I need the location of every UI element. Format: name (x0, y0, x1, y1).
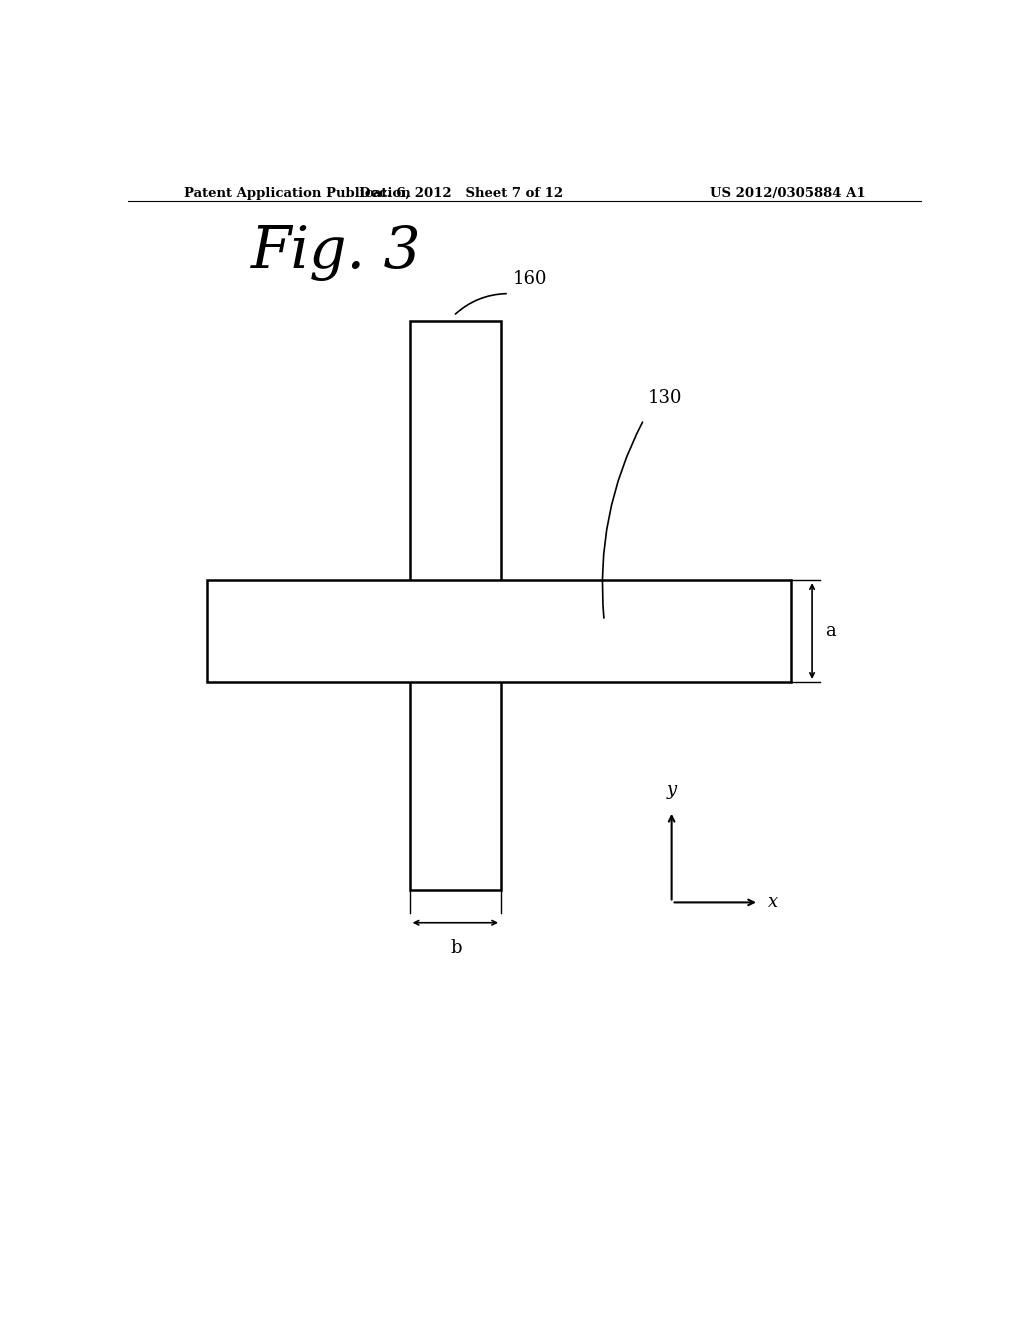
Bar (207, 581, 791, 682)
Text: Dec. 6, 2012   Sheet 7 of 12: Dec. 6, 2012 Sheet 7 of 12 (359, 187, 563, 199)
Text: b: b (450, 939, 462, 957)
Bar (410, 321, 501, 890)
Text: x: x (768, 894, 778, 911)
Text: Fig. 3: Fig. 3 (251, 224, 422, 281)
Text: a: a (824, 622, 836, 640)
Text: y: y (667, 780, 677, 799)
Text: US 2012/0305884 A1: US 2012/0305884 A1 (711, 187, 866, 199)
Text: 160: 160 (513, 271, 548, 289)
Text: 130: 130 (648, 389, 682, 408)
Text: Patent Application Publication: Patent Application Publication (183, 187, 411, 199)
